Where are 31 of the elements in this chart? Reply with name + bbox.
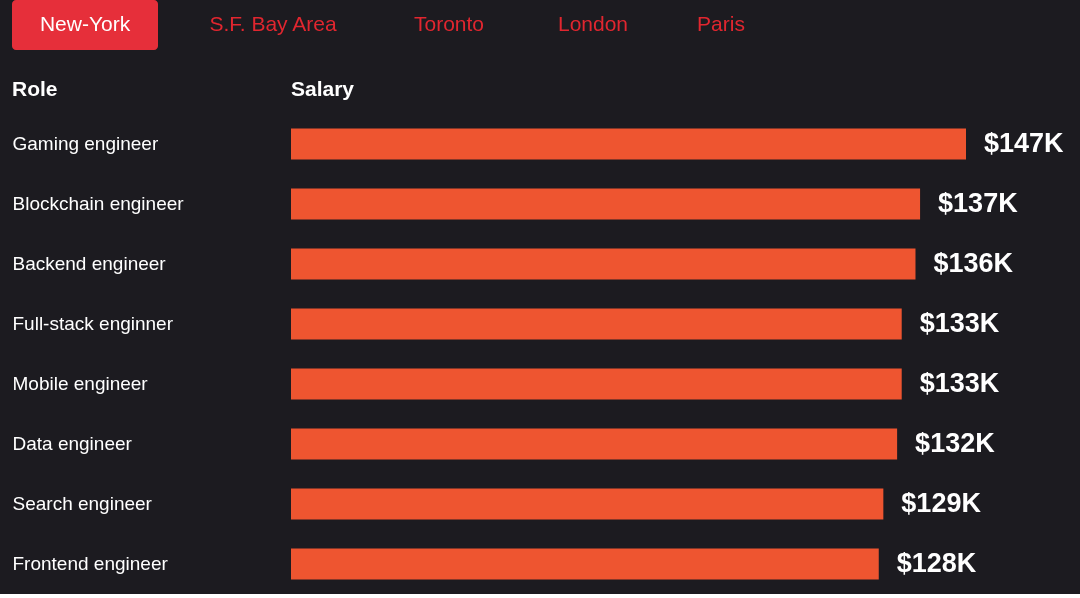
- x-axis-title: Salary: [291, 77, 355, 100]
- data-label: $128K: [896, 548, 977, 578]
- y-tick-label: Full-stack enginner: [12, 313, 174, 334]
- y-tick-label: Data engineer: [12, 433, 133, 454]
- bar: [291, 248, 916, 280]
- bar: [291, 368, 902, 400]
- data-label: $132K: [915, 428, 996, 458]
- data-label: $137K: [938, 188, 1019, 218]
- data-label: $136K: [933, 248, 1014, 278]
- text: Paris: [697, 12, 745, 35]
- data-label: $133K: [919, 368, 1000, 398]
- text: London: [557, 12, 629, 35]
- bar: [291, 548, 879, 580]
- bar: [291, 308, 902, 340]
- y-tick-label: Mobile engineer: [12, 373, 149, 394]
- bar: [291, 128, 966, 160]
- y-tick-label: Frontend engineer: [12, 553, 169, 574]
- y-tick-label: Search engineer: [12, 493, 153, 514]
- y-tick-label: Blockchain engineer: [12, 193, 185, 214]
- y-tick-label: Gaming engineer: [12, 133, 159, 154]
- y-axis-title: Role: [12, 77, 58, 100]
- text: Toronto: [413, 12, 485, 35]
- y-tick-label: Backend engineer: [12, 253, 167, 274]
- text: New-York: [39, 12, 131, 35]
- bar: [291, 428, 898, 460]
- bar: [291, 488, 884, 520]
- data-label: $147K: [984, 128, 1065, 158]
- data-label: $133K: [919, 308, 1000, 338]
- text: S.F. Bay Area: [209, 12, 337, 35]
- bar: [291, 188, 921, 220]
- data-label: $129K: [901, 488, 982, 518]
